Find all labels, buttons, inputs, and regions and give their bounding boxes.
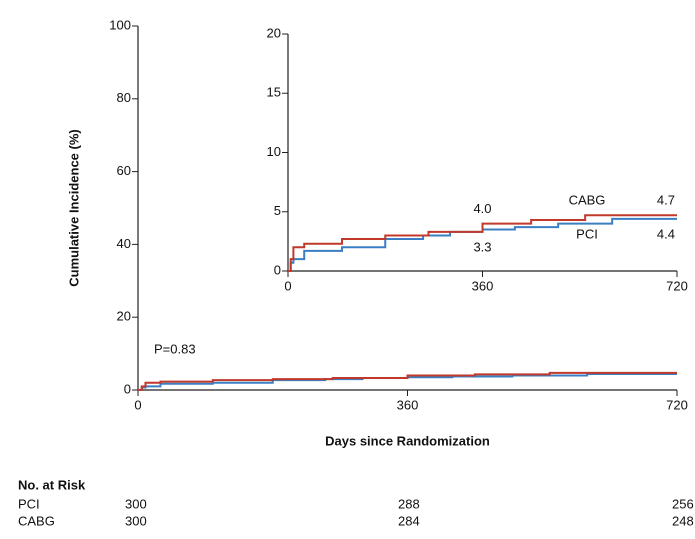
y-tick-label: 60 — [117, 163, 131, 178]
y-tick-label: 20 — [117, 309, 131, 324]
risk-count: 284 — [398, 513, 420, 528]
x-tick-label: 360 — [397, 397, 419, 412]
y-tick-label: 20 — [267, 25, 281, 40]
x-axis-title: Days since Randomization — [325, 433, 490, 448]
point-label: 3.3 — [473, 239, 491, 254]
x-tick-label: 720 — [666, 397, 688, 412]
x-tick-label: 720 — [666, 278, 688, 293]
x-tick-label: 0 — [134, 397, 141, 412]
km-line — [288, 214, 677, 272]
y-tick-label: 80 — [117, 90, 131, 105]
legend-label: PCI — [576, 226, 598, 241]
y-tick-label: 100 — [109, 17, 131, 32]
km-line — [138, 371, 677, 391]
y-tick-label: 15 — [267, 85, 281, 100]
risk-count: 248 — [672, 513, 694, 528]
y-axis-title: Cumulative Incidence (%) — [66, 129, 81, 286]
point-label: 4.0 — [473, 201, 491, 216]
y-tick-label: 40 — [117, 236, 131, 251]
risk-count: 288 — [398, 496, 420, 511]
annotation: P=0.83 — [154, 341, 196, 356]
legend-label: CABG — [569, 193, 606, 208]
point-label: 4.4 — [657, 226, 675, 241]
y-tick-label: 0 — [124, 381, 131, 396]
y-tick-label: 0 — [274, 262, 281, 277]
risk-table-title: No. at Risk — [18, 477, 86, 492]
risk-count: 256 — [672, 496, 694, 511]
x-tick-label: 0 — [284, 278, 291, 293]
risk-row-label: CABG — [18, 513, 55, 528]
risk-count: 300 — [125, 513, 147, 528]
y-tick-label: 5 — [274, 203, 281, 218]
y-tick-label: 10 — [267, 144, 281, 159]
point-label: 4.7 — [657, 193, 675, 208]
risk-row-label: PCI — [18, 496, 40, 511]
risk-count: 300 — [125, 496, 147, 511]
x-tick-label: 360 — [472, 278, 494, 293]
